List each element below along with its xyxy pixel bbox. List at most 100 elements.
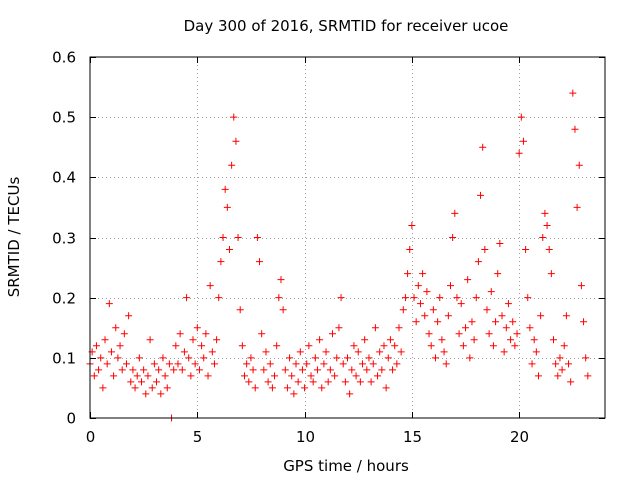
data-point	[256, 258, 264, 266]
data-point	[455, 330, 463, 338]
data-point	[404, 270, 412, 278]
data-point	[298, 366, 306, 374]
data-point	[286, 354, 294, 362]
data-point	[487, 288, 495, 296]
data-point	[393, 360, 401, 368]
data-point	[161, 372, 169, 380]
data-point	[223, 203, 231, 211]
data-point	[118, 366, 126, 374]
data-point	[515, 149, 523, 157]
x-tick-label: 5	[193, 428, 203, 446]
data-point	[125, 312, 133, 320]
data-point	[318, 384, 326, 392]
data-point	[346, 390, 354, 398]
data-point	[384, 354, 392, 362]
data-point	[129, 366, 137, 374]
data-point	[447, 282, 454, 290]
data-point	[301, 384, 309, 392]
data-point	[105, 300, 113, 308]
data-point	[290, 390, 298, 398]
data-point	[560, 342, 568, 350]
data-point	[429, 306, 437, 314]
data-point	[453, 294, 461, 302]
data-point	[382, 384, 390, 392]
data-point	[550, 336, 557, 344]
data-point	[225, 246, 233, 254]
data-point	[485, 330, 493, 338]
data-point	[378, 366, 386, 374]
data-point	[406, 246, 414, 254]
data-point	[421, 312, 429, 320]
data-point	[303, 360, 311, 368]
data-point	[541, 209, 549, 217]
data-point	[444, 312, 452, 320]
data-point	[496, 240, 504, 248]
data-point	[584, 372, 592, 380]
axis-ticks: 0 0.1 0.2 0.3 0.4 0.5 0.6 0 5 10 15 20	[52, 49, 605, 446]
data-point	[219, 234, 227, 241]
data-point	[245, 378, 253, 386]
data-point	[251, 384, 259, 392]
plot-frame	[89, 56, 606, 419]
data-point	[140, 366, 148, 374]
data-point	[333, 354, 341, 362]
data-point	[230, 113, 238, 121]
data-point	[217, 258, 225, 266]
data-point	[537, 312, 545, 320]
data-point	[401, 294, 409, 302]
data-point	[354, 348, 362, 356]
data-point	[260, 366, 268, 374]
data-point	[138, 378, 145, 386]
data-point	[234, 234, 242, 241]
data-point	[391, 342, 399, 350]
data-point	[116, 342, 124, 350]
data-point	[577, 282, 585, 290]
data-point	[101, 336, 109, 344]
data-point	[416, 300, 424, 308]
data-point	[176, 330, 184, 338]
data-point	[477, 191, 485, 199]
data-point	[524, 294, 532, 302]
data-point	[172, 342, 180, 350]
data-point	[146, 336, 154, 344]
data-point	[258, 330, 266, 338]
data-point	[580, 318, 588, 326]
data-point	[135, 354, 143, 362]
data-point	[532, 348, 540, 356]
x-tick-label: 0	[86, 428, 96, 446]
data-point	[431, 354, 439, 362]
data-point	[335, 324, 343, 332]
data-point	[305, 342, 313, 350]
data-point	[294, 378, 302, 386]
data-point	[554, 372, 562, 380]
data-point	[552, 360, 560, 368]
data-point	[449, 234, 457, 241]
data-point	[92, 342, 100, 350]
data-point	[558, 366, 566, 374]
data-point	[339, 360, 347, 368]
data-points	[86, 89, 592, 422]
data-point	[434, 318, 442, 326]
data-point	[253, 234, 261, 241]
data-point	[326, 366, 334, 374]
data-point	[155, 366, 163, 374]
data-point	[517, 113, 525, 121]
data-point	[279, 306, 287, 314]
data-point	[292, 360, 300, 368]
data-point	[348, 366, 356, 374]
data-point	[352, 372, 360, 380]
data-point	[386, 336, 394, 344]
x-tick-label: 10	[296, 428, 315, 446]
data-point	[311, 354, 319, 362]
data-point	[208, 348, 216, 356]
data-point	[359, 360, 367, 368]
data-point	[427, 342, 435, 350]
data-point	[110, 372, 118, 380]
y-tick-label: 0.6	[52, 49, 76, 67]
data-point	[273, 342, 281, 350]
data-point	[238, 342, 246, 350]
data-point	[371, 324, 379, 332]
data-point	[547, 270, 555, 278]
data-point	[331, 372, 339, 380]
data-point	[365, 354, 373, 362]
